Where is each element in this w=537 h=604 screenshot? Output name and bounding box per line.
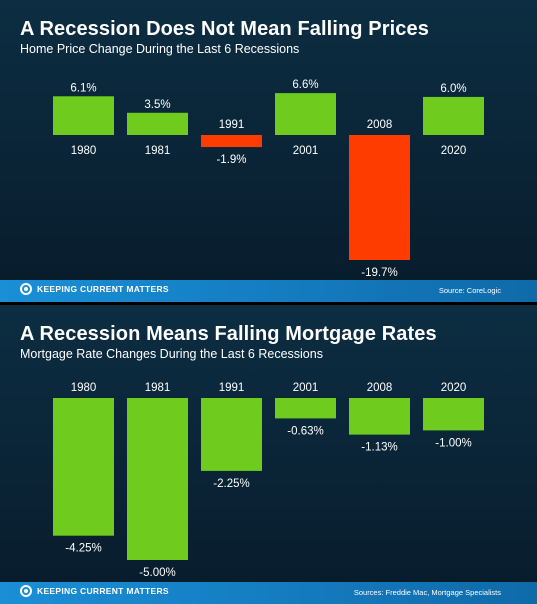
kcm-logo-icon	[20, 283, 32, 295]
data-label: -1.13%	[361, 442, 397, 454]
data-label: -4.25%	[65, 543, 101, 555]
chart-subtitle: Mortgage Rate Changes During the Last 6 …	[20, 347, 323, 361]
home-price-panel: A Recession Does Not Mean Falling Prices…	[0, 0, 537, 302]
category-label: 2001	[293, 382, 319, 394]
mortgage-rate-panel: A Recession Means Falling Mortgage Rates…	[0, 305, 537, 604]
data-label: -2.25%	[213, 478, 249, 490]
category-label: 1981	[145, 145, 171, 157]
data-label: -19.7%	[361, 267, 397, 279]
data-label: 6.1%	[70, 82, 96, 94]
bar	[349, 398, 410, 435]
bar	[127, 112, 188, 135]
data-label: 6.6%	[292, 79, 318, 91]
data-label: -0.63%	[287, 425, 323, 437]
category-label: 1991	[219, 119, 245, 131]
footer-bar: KEEPING CURRENT MATTERS Source: CoreLogi…	[0, 280, 537, 302]
category-label: 1980	[71, 145, 97, 157]
bar	[423, 398, 484, 431]
kcm-logo-icon	[20, 585, 32, 597]
source-note: Source: CoreLogic	[438, 286, 501, 295]
data-label: 6.0%	[440, 83, 466, 95]
home-price-chart: 1980 6.1% 1981 3.5% 1991 -1.9% 2001 6.6% 2008 -19…	[53, 79, 484, 279]
chart-subtitle: Home Price Change During the Last 6 Rece…	[20, 42, 300, 56]
category-label: 2001	[293, 145, 319, 157]
bar	[275, 93, 336, 135]
brand-name: KEEPING CURRENT MATTERS	[37, 284, 169, 294]
data-label: -1.00%	[435, 437, 471, 449]
category-label: 2020	[441, 382, 467, 394]
bar	[201, 398, 262, 471]
category-label: 2008	[367, 382, 393, 394]
data-label: -1.9%	[216, 154, 246, 166]
mortgage-rate-chart: 1980 -4.25% 1981 -5.00% 1991 -2.25% 2001 -0.63%…	[53, 382, 484, 579]
chart-title: A Recession Does Not Mean Falling Prices	[20, 18, 429, 40]
chart-title: A Recession Means Falling Mortgage Rates	[20, 323, 437, 345]
category-label: 1980	[71, 382, 97, 394]
source-note: Sources: Freddie Mac, Mortgage Specialis…	[353, 588, 501, 597]
bar	[201, 135, 262, 148]
category-label: 1991	[219, 382, 245, 394]
brand-name: KEEPING CURRENT MATTERS	[37, 586, 169, 596]
brand-logo: KEEPING CURRENT MATTERS	[20, 585, 169, 597]
footer-bar: KEEPING CURRENT MATTERS Sources: Freddie…	[0, 582, 537, 604]
bar	[349, 135, 410, 260]
category-label: 2008	[367, 119, 393, 131]
bar	[127, 398, 188, 560]
bar	[53, 398, 114, 536]
bar	[275, 398, 336, 419]
bar	[423, 96, 484, 135]
brand-logo: KEEPING CURRENT MATTERS	[20, 283, 169, 295]
category-label: 2020	[441, 145, 467, 157]
bar	[53, 96, 114, 135]
data-label: -5.00%	[139, 567, 175, 579]
data-label: 3.5%	[144, 99, 170, 111]
category-label: 1981	[145, 382, 171, 394]
